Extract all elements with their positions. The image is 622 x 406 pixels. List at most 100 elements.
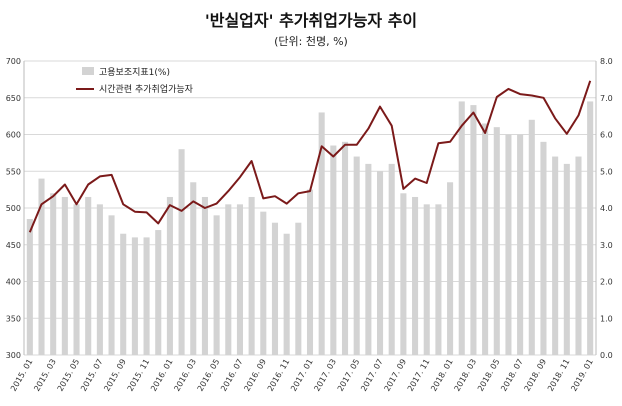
bar [248, 196, 255, 355]
bar [377, 171, 384, 355]
bar [423, 204, 430, 355]
x-tick-label: 2016. 11 [266, 358, 292, 393]
bar [528, 119, 535, 355]
bar [493, 127, 500, 356]
x-tick-label: 2016. 03 [172, 358, 198, 393]
bar [318, 112, 325, 355]
left-tick-label: 350 [6, 314, 21, 323]
bar [260, 211, 267, 355]
x-tick-label: 2017. 03 [312, 358, 338, 393]
bar-series [26, 101, 594, 356]
right-tick-label: 5.0 [600, 167, 613, 176]
x-tick-label: 2018. 01 [429, 358, 455, 393]
right-axis: 0.0 1.0 2.0 3.0 4.0 5.0 6.0 7.0 8.0 [600, 57, 613, 360]
bar [201, 196, 208, 355]
x-tick-label: 2017. 09 [383, 358, 409, 393]
legend-line-label: 시간관련 추가취업가능자 [99, 84, 194, 95]
right-tick-label: 7.0 [600, 94, 613, 103]
bar [412, 196, 419, 355]
bar [341, 141, 349, 355]
bar [330, 145, 337, 355]
bar [61, 196, 68, 355]
legend: 고용보조지표1(%) 시간관련 추가취업가능자 [76, 67, 194, 95]
bar [178, 149, 185, 355]
right-tick-label: 2.0 [600, 278, 613, 287]
bar [552, 156, 559, 355]
bar [108, 215, 115, 355]
bar [587, 101, 594, 355]
bar [306, 189, 314, 355]
bar [283, 233, 290, 355]
left-tick-label: 700 [6, 57, 21, 66]
bar [447, 182, 454, 355]
x-tick-label: 2018. 03 [453, 358, 479, 393]
right-tick-label: 4.0 [600, 204, 613, 213]
bar [563, 163, 570, 355]
x-tick-label: 2015. 07 [79, 358, 105, 393]
x-tick-label: 2017. 11 [406, 358, 432, 393]
bar [505, 134, 512, 355]
x-tick-label: 2017. 07 [359, 358, 385, 393]
x-tick-label: 2018. 05 [476, 358, 502, 393]
bar [365, 163, 372, 355]
x-tick-label: 2015. 11 [126, 358, 152, 393]
x-tick-label: 2018. 09 [523, 358, 549, 393]
right-tick-label: 1.0 [600, 314, 613, 323]
x-tick-label: 2015. 05 [56, 358, 82, 393]
x-tick-label: 2019. 01 [569, 358, 595, 393]
bar [26, 219, 33, 355]
left-tick-label: 550 [6, 167, 21, 176]
bar [213, 215, 220, 355]
x-tick-label: 2017. 05 [336, 358, 362, 393]
x-tick-label: 2018. 07 [499, 358, 525, 393]
legend-bar-label: 고용보조지표1(%) [99, 67, 170, 78]
x-tick-label: 2015. 03 [32, 358, 58, 393]
bar [575, 156, 582, 355]
bar [38, 178, 45, 355]
bar [236, 204, 243, 355]
left-tick-label: 400 [6, 278, 21, 287]
x-tick-label: 2015. 09 [102, 358, 128, 393]
bar [190, 182, 197, 355]
bar [295, 222, 302, 355]
x-tick-label: 2015. 01 [9, 358, 35, 393]
x-tick-label: 2016. 07 [219, 358, 245, 393]
right-tick-label: 3.0 [600, 241, 613, 250]
bar [353, 156, 360, 355]
right-tick-label: 8.0 [600, 57, 613, 66]
bar [96, 204, 103, 355]
x-tick-label: 2017. 01 [289, 358, 315, 393]
bar [517, 134, 524, 355]
bar [50, 193, 57, 355]
bar [131, 237, 138, 355]
line-series [28, 80, 592, 233]
bar [120, 233, 127, 355]
chart-subtitle: (단위: 천명, %) [274, 34, 348, 48]
bar [225, 204, 232, 355]
x-tick-label: 2018. 11 [546, 358, 572, 393]
bar [435, 204, 442, 355]
bar [470, 105, 477, 355]
bar [400, 193, 407, 355]
left-tick-label: 500 [6, 204, 21, 213]
x-tick-label: 2016. 01 [149, 358, 175, 393]
bar [388, 163, 395, 355]
bar [166, 196, 173, 355]
legend-bar-swatch [82, 67, 94, 75]
right-tick-label: 6.0 [600, 131, 613, 140]
bar [85, 196, 92, 355]
bar [540, 141, 547, 355]
bar [155, 230, 162, 355]
right-tick-label: 0.0 [600, 351, 613, 360]
left-tick-label: 300 [6, 351, 21, 360]
left-tick-label: 600 [6, 131, 21, 140]
left-tick-label: 450 [6, 241, 21, 250]
bar [271, 222, 279, 355]
bar [458, 101, 465, 355]
x-tick-label: 2016. 09 [242, 358, 268, 393]
bar [482, 123, 489, 355]
bar [73, 204, 80, 355]
left-axis: 300 350 400 450 500 550 600 650 700 [6, 57, 21, 360]
chart-title: '반실업자' 추가취업가능자 추이 [205, 11, 417, 30]
